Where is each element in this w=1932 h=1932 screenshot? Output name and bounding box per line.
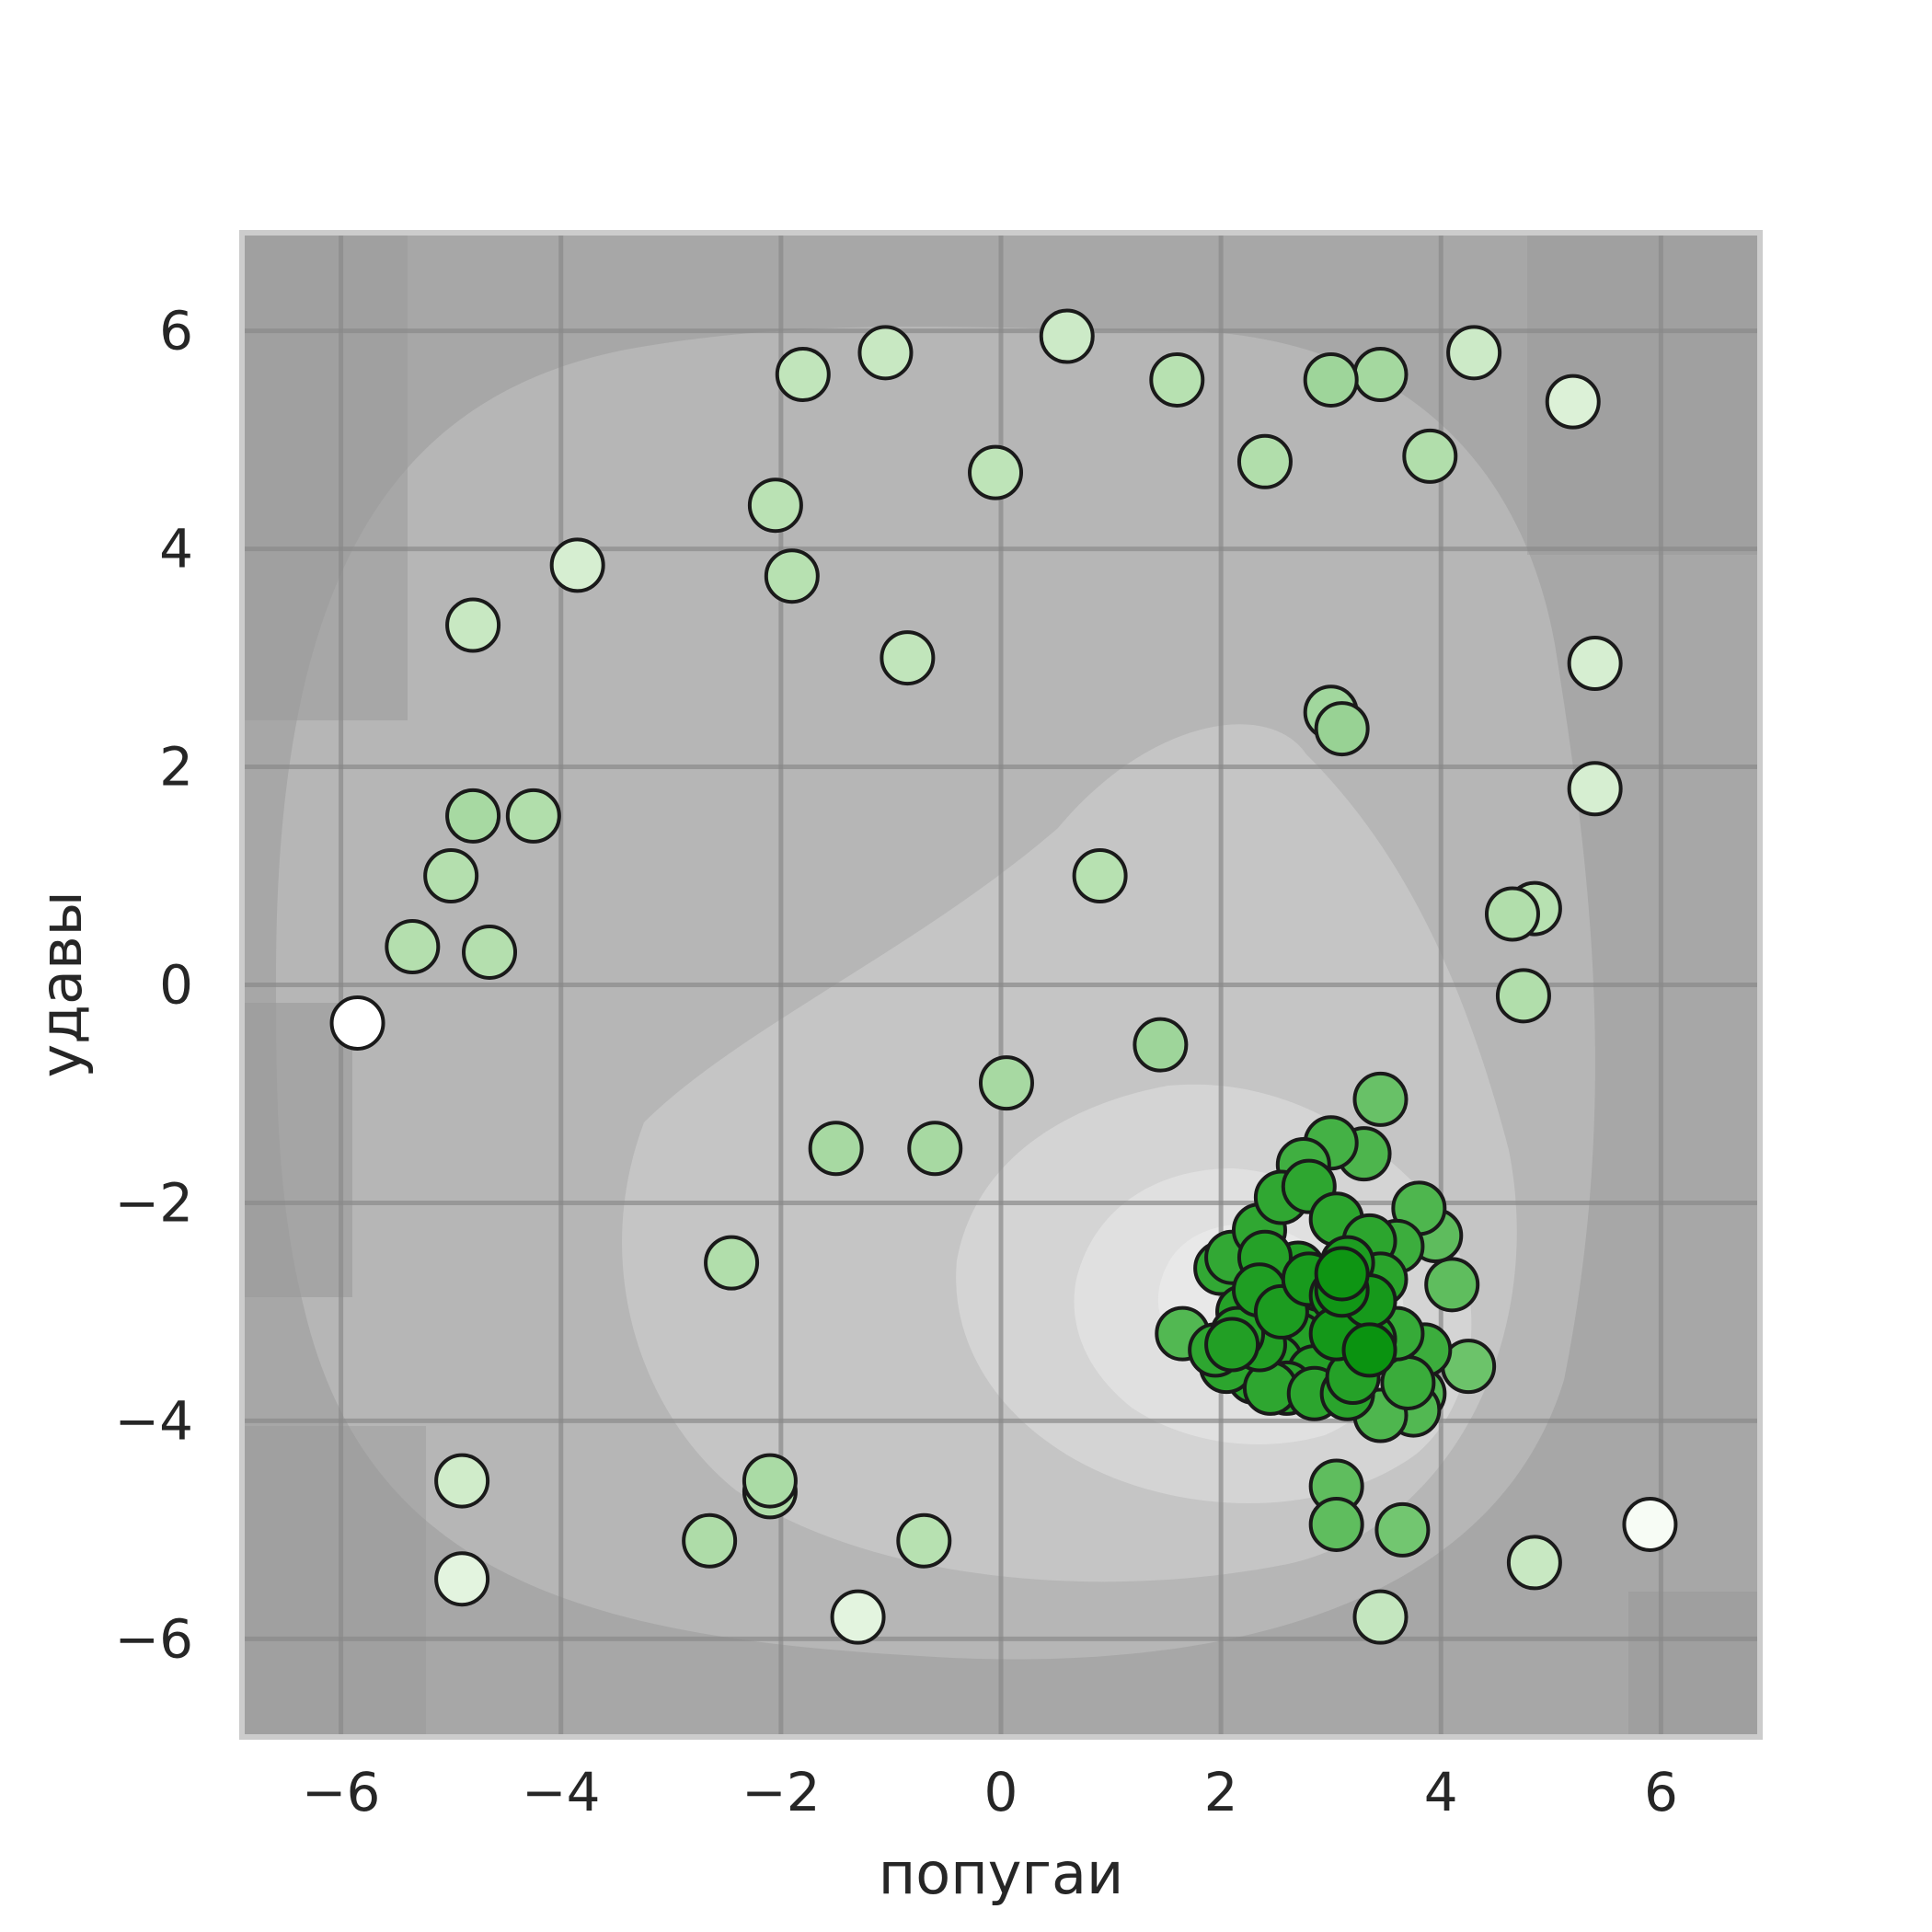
x-tick-label: −2 [742,1761,821,1823]
data-point [1133,1017,1189,1073]
data-point [385,919,441,975]
data-point [1352,1589,1409,1645]
data-point [505,788,561,844]
data-point [1402,428,1458,484]
plot-frame [239,230,1763,1740]
data-point [1236,433,1293,489]
data-point [742,1453,798,1509]
data-point [462,924,518,980]
data-point [423,848,479,904]
x-tick-label: 2 [1204,1761,1238,1823]
data-point [968,444,1024,500]
y-axis-ticks: −6 −4 −2 0 2 4 6 [115,300,194,1671]
data-point [1545,374,1601,430]
data-point [1495,968,1551,1024]
data-point [682,1512,738,1569]
data-point [830,1589,886,1645]
data-point [775,347,831,403]
data-point [1341,1322,1397,1378]
y-axis-title: удавы [28,891,95,1077]
x-tick-label: 6 [1644,1761,1678,1823]
data-point [896,1512,952,1569]
data-point [1204,1317,1260,1373]
data-point [549,537,605,593]
x-tick-label: −6 [302,1761,381,1823]
data-point [1308,1496,1364,1552]
data-point [434,1453,490,1509]
data-point [1484,886,1540,942]
y-tick-label: −2 [115,1171,194,1234]
y-tick-label: 4 [159,518,193,581]
data-point [978,1055,1034,1111]
data-point [1424,1257,1480,1313]
data-point [1352,1071,1409,1127]
data-point [1072,848,1128,904]
y-tick-label: 6 [159,300,193,362]
x-tick-label: 4 [1424,1761,1458,1823]
data-point [1039,308,1095,364]
data-point [1506,1535,1562,1591]
data-point [1622,1496,1678,1552]
x-axis-ticks: −6 −4 −2 0 2 4 6 [302,1761,1678,1823]
data-point [880,630,936,686]
data-point [747,477,803,534]
data-point [1303,351,1359,408]
data-point [1567,635,1623,691]
data-point [1352,347,1409,403]
data-point [1314,1246,1370,1302]
x-tick-label: 0 [984,1761,1018,1823]
data-point [434,1551,490,1607]
data-point [764,548,820,604]
data-point [1567,761,1623,817]
data-point [445,597,501,653]
y-tick-label: −6 [115,1607,194,1670]
data-point [808,1121,864,1177]
data-point [857,325,914,381]
data-point [1446,325,1502,381]
y-tick-label: 0 [159,954,193,1017]
y-tick-label: 2 [159,736,193,799]
data-point [1314,701,1370,757]
data-point [704,1235,760,1291]
x-axis-title: попугаи [879,1840,1124,1907]
data-point [329,995,385,1051]
data-point [907,1121,963,1177]
y-tick-label: −4 [115,1389,194,1452]
data-point [445,788,501,844]
data-point [1149,351,1205,408]
x-tick-label: −4 [522,1761,601,1823]
data-points [329,308,1678,1645]
data-point [1374,1501,1431,1558]
